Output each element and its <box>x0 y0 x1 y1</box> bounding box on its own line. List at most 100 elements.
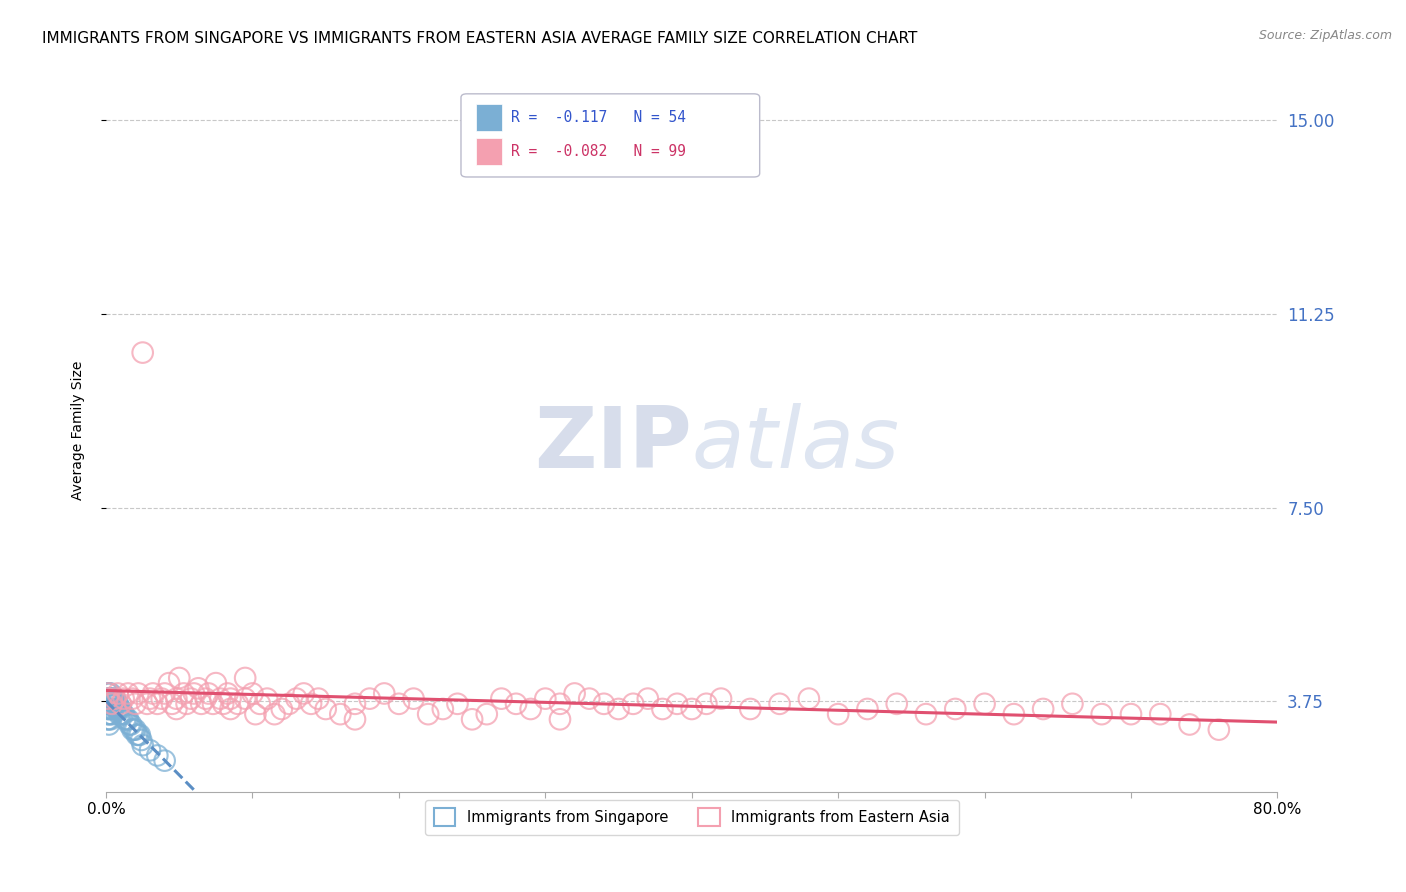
Text: R =  -0.117   N = 54: R = -0.117 N = 54 <box>512 111 686 125</box>
Point <box>329 707 352 722</box>
Text: atlas: atlas <box>692 403 900 486</box>
Point <box>100 691 122 706</box>
Point <box>100 702 122 716</box>
Point <box>128 728 150 742</box>
Point <box>548 712 571 726</box>
Point <box>96 702 118 716</box>
Point <box>105 697 128 711</box>
Point <box>491 691 513 706</box>
Point <box>973 697 995 711</box>
Point <box>160 697 183 711</box>
Point <box>233 671 256 685</box>
Point <box>104 697 127 711</box>
Point <box>117 712 139 726</box>
Point <box>373 686 395 700</box>
Point <box>124 723 146 737</box>
Point <box>96 686 118 700</box>
Point <box>118 717 141 731</box>
Point <box>256 691 278 706</box>
Point <box>101 707 124 722</box>
Point <box>183 686 205 700</box>
Point <box>176 697 198 711</box>
Point <box>505 697 527 711</box>
Point <box>461 712 484 726</box>
Point <box>98 707 121 722</box>
Point <box>165 691 187 706</box>
Point <box>101 691 124 706</box>
Point <box>180 691 202 706</box>
Point <box>111 707 134 722</box>
Point <box>98 702 121 716</box>
Point <box>96 691 118 706</box>
Point <box>856 702 879 716</box>
Point <box>96 712 118 726</box>
Point <box>110 702 132 716</box>
Point <box>190 697 212 711</box>
Point <box>343 697 366 711</box>
Point <box>245 707 267 722</box>
Point <box>100 712 122 726</box>
Legend: Immigrants from Singapore, Immigrants from Eastern Asia: Immigrants from Singapore, Immigrants fr… <box>425 799 959 835</box>
Point <box>242 686 264 700</box>
Point <box>205 676 228 690</box>
Point <box>112 691 135 706</box>
Point <box>98 686 121 700</box>
Point <box>150 691 173 706</box>
Point <box>146 697 169 711</box>
Point <box>101 697 124 711</box>
Point <box>107 702 129 716</box>
Point <box>104 691 127 706</box>
Point <box>710 691 733 706</box>
Point <box>197 686 219 700</box>
Point <box>578 691 600 706</box>
Point <box>142 686 165 700</box>
Point <box>101 697 124 711</box>
Point <box>127 728 149 742</box>
Point <box>1178 717 1201 731</box>
Point <box>100 707 122 722</box>
Point <box>388 697 411 711</box>
Point <box>212 697 235 711</box>
Point <box>548 697 571 711</box>
Point <box>343 712 366 726</box>
Point <box>307 691 329 706</box>
Point <box>120 717 142 731</box>
Point <box>107 686 129 700</box>
Point <box>217 686 239 700</box>
Point <box>219 702 242 716</box>
Point <box>943 702 966 716</box>
Point <box>315 702 337 716</box>
Point <box>96 697 118 711</box>
Point <box>115 712 138 726</box>
Y-axis label: Average Family Size: Average Family Size <box>72 360 86 500</box>
Point <box>418 707 440 722</box>
Point <box>263 707 285 722</box>
Point <box>593 697 616 711</box>
Point <box>637 691 659 706</box>
Text: IMMIGRANTS FROM SINGAPORE VS IMMIGRANTS FROM EASTERN ASIA AVERAGE FAMILY SIZE CO: IMMIGRANTS FROM SINGAPORE VS IMMIGRANTS … <box>42 31 918 46</box>
Point <box>98 691 121 706</box>
Point <box>402 691 425 706</box>
Point <box>103 691 125 706</box>
Point <box>1032 702 1054 716</box>
Point <box>112 707 135 722</box>
FancyBboxPatch shape <box>461 94 759 177</box>
Point <box>187 681 209 696</box>
Text: Source: ZipAtlas.com: Source: ZipAtlas.com <box>1258 29 1392 42</box>
Point <box>226 697 249 711</box>
Point <box>695 697 717 711</box>
Point <box>1002 707 1025 722</box>
Point <box>797 691 820 706</box>
Point <box>292 686 315 700</box>
Point <box>131 345 153 359</box>
Point <box>114 712 136 726</box>
Point <box>129 733 152 747</box>
Point <box>607 702 630 716</box>
Point <box>157 676 180 690</box>
Bar <box>477 138 502 165</box>
Point <box>101 702 124 716</box>
Point <box>1119 707 1142 722</box>
Point <box>122 723 145 737</box>
Point <box>740 702 762 716</box>
Point <box>104 691 127 706</box>
